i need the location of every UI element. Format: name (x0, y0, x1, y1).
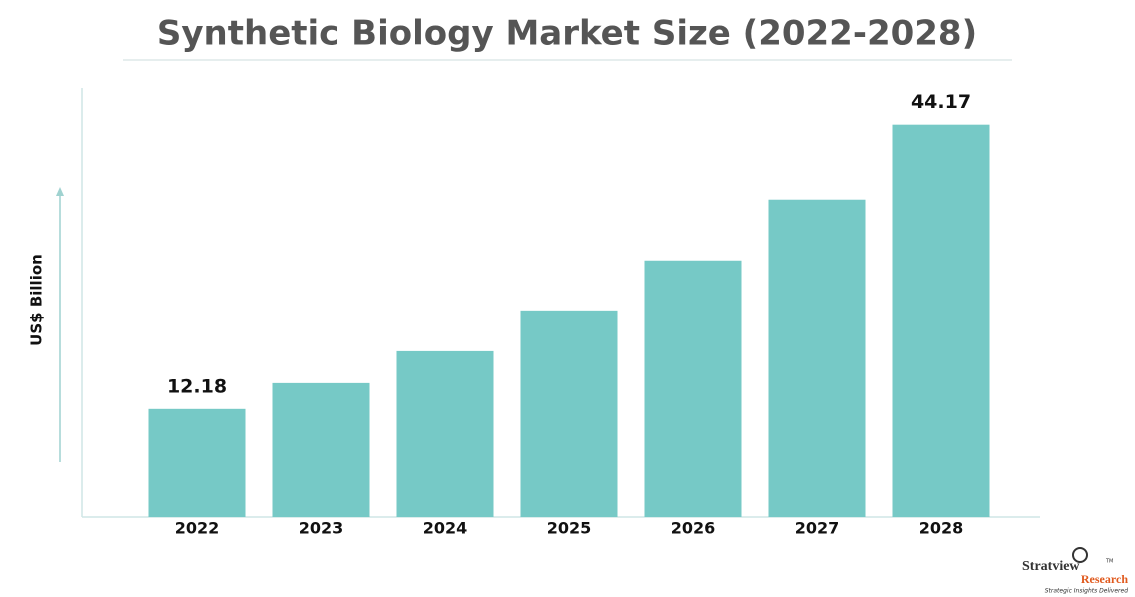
y-axis-label: US$ Billion (28, 254, 46, 346)
bar (892, 124, 990, 517)
logo-name: Stratview (1022, 559, 1080, 574)
bar (768, 199, 866, 517)
x-tick-label: 2026 (671, 519, 716, 538)
bar (644, 260, 742, 517)
chart-title: Synthetic Biology Market Size (2022-2028… (157, 14, 977, 54)
bar (148, 408, 246, 517)
logo-sub: Research (1081, 572, 1128, 586)
arrow-head (56, 187, 64, 196)
bar (272, 382, 370, 517)
value-label: 44.17 (911, 91, 971, 113)
logo-tagline: Strategic Insights Delivered (1045, 588, 1128, 595)
x-tick-label: 2027 (795, 519, 840, 538)
logo-icon (1072, 547, 1088, 563)
x-tick-label: 2024 (423, 519, 468, 538)
logo-tm: TM (1105, 559, 1113, 565)
value-label: 12.18 (167, 375, 227, 397)
logo: Stratview TM Research Strategic Insights… (1022, 547, 1128, 595)
bar (396, 350, 494, 517)
bar (520, 310, 618, 517)
x-tick-label: 2025 (547, 519, 592, 538)
x-tick-label: 2028 (919, 519, 964, 538)
x-tick-label: 2022 (175, 519, 220, 538)
x-tick-label: 2023 (299, 519, 344, 538)
